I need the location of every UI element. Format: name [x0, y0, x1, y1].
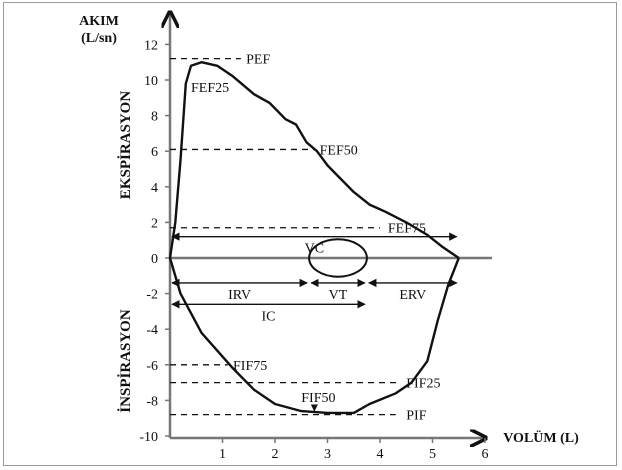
volume-label: ERV: [399, 288, 426, 303]
inspiratory-curve: [168, 257, 460, 415]
y-axis-title-line1: AKIM: [79, 14, 119, 29]
y-tick-label: 10: [144, 74, 158, 89]
reference-label: FEF75: [388, 222, 426, 237]
reference-lines: [170, 57, 401, 416]
y-tick-label: 8: [151, 110, 158, 125]
x-tick-label: 2: [272, 447, 279, 462]
inspiration-label: İNSPİRASYON: [117, 309, 134, 413]
curves: [168, 61, 460, 415]
y-tick-label: 12: [144, 38, 158, 53]
volume-label: VT: [329, 288, 348, 303]
y-tick-label: -2: [146, 288, 158, 303]
x-tick-label: 4: [377, 447, 384, 462]
reference-label: FIF75: [233, 359, 267, 374]
y-tick-label: -8: [146, 394, 158, 409]
volume-label: IC: [261, 309, 275, 324]
y-tick-label: 4: [151, 181, 158, 196]
y-axis-title-line2: (L/sn): [81, 31, 117, 46]
reference-label: PIF: [406, 409, 426, 424]
point-label: FIF50: [301, 391, 335, 406]
y-tick-label: 2: [151, 216, 158, 231]
x-axis-title: VOLÜM (L): [503, 429, 579, 446]
volume-arrows: [171, 232, 458, 309]
y-tick-label: 6: [151, 145, 158, 160]
y-tick-label: 0: [151, 252, 158, 267]
point-label: FEF25: [191, 81, 229, 96]
x-tick-label: 3: [324, 447, 331, 462]
reference-label: FIF25: [406, 377, 440, 392]
y-tick-label: -10: [139, 430, 158, 445]
y-tick-label: -4: [146, 323, 158, 338]
volume-label: IRV: [228, 288, 251, 303]
annotations: PEF FEF50 FEF75 FIF75 FIF25 PIF VC IRV VT ERV IC FE…: [191, 53, 440, 424]
reference-label: PEF: [246, 53, 270, 68]
x-tick-label: 5: [429, 447, 436, 462]
x-tick-label: 1: [219, 447, 226, 462]
expiration-label: EKSPİRASYON: [117, 91, 134, 200]
expiratory-curve: [168, 61, 460, 259]
y-tick-label: -6: [146, 359, 158, 374]
x-tick-label: 6: [482, 447, 489, 462]
reference-label: FEF50: [320, 143, 358, 158]
volume-label: VC: [305, 242, 324, 257]
